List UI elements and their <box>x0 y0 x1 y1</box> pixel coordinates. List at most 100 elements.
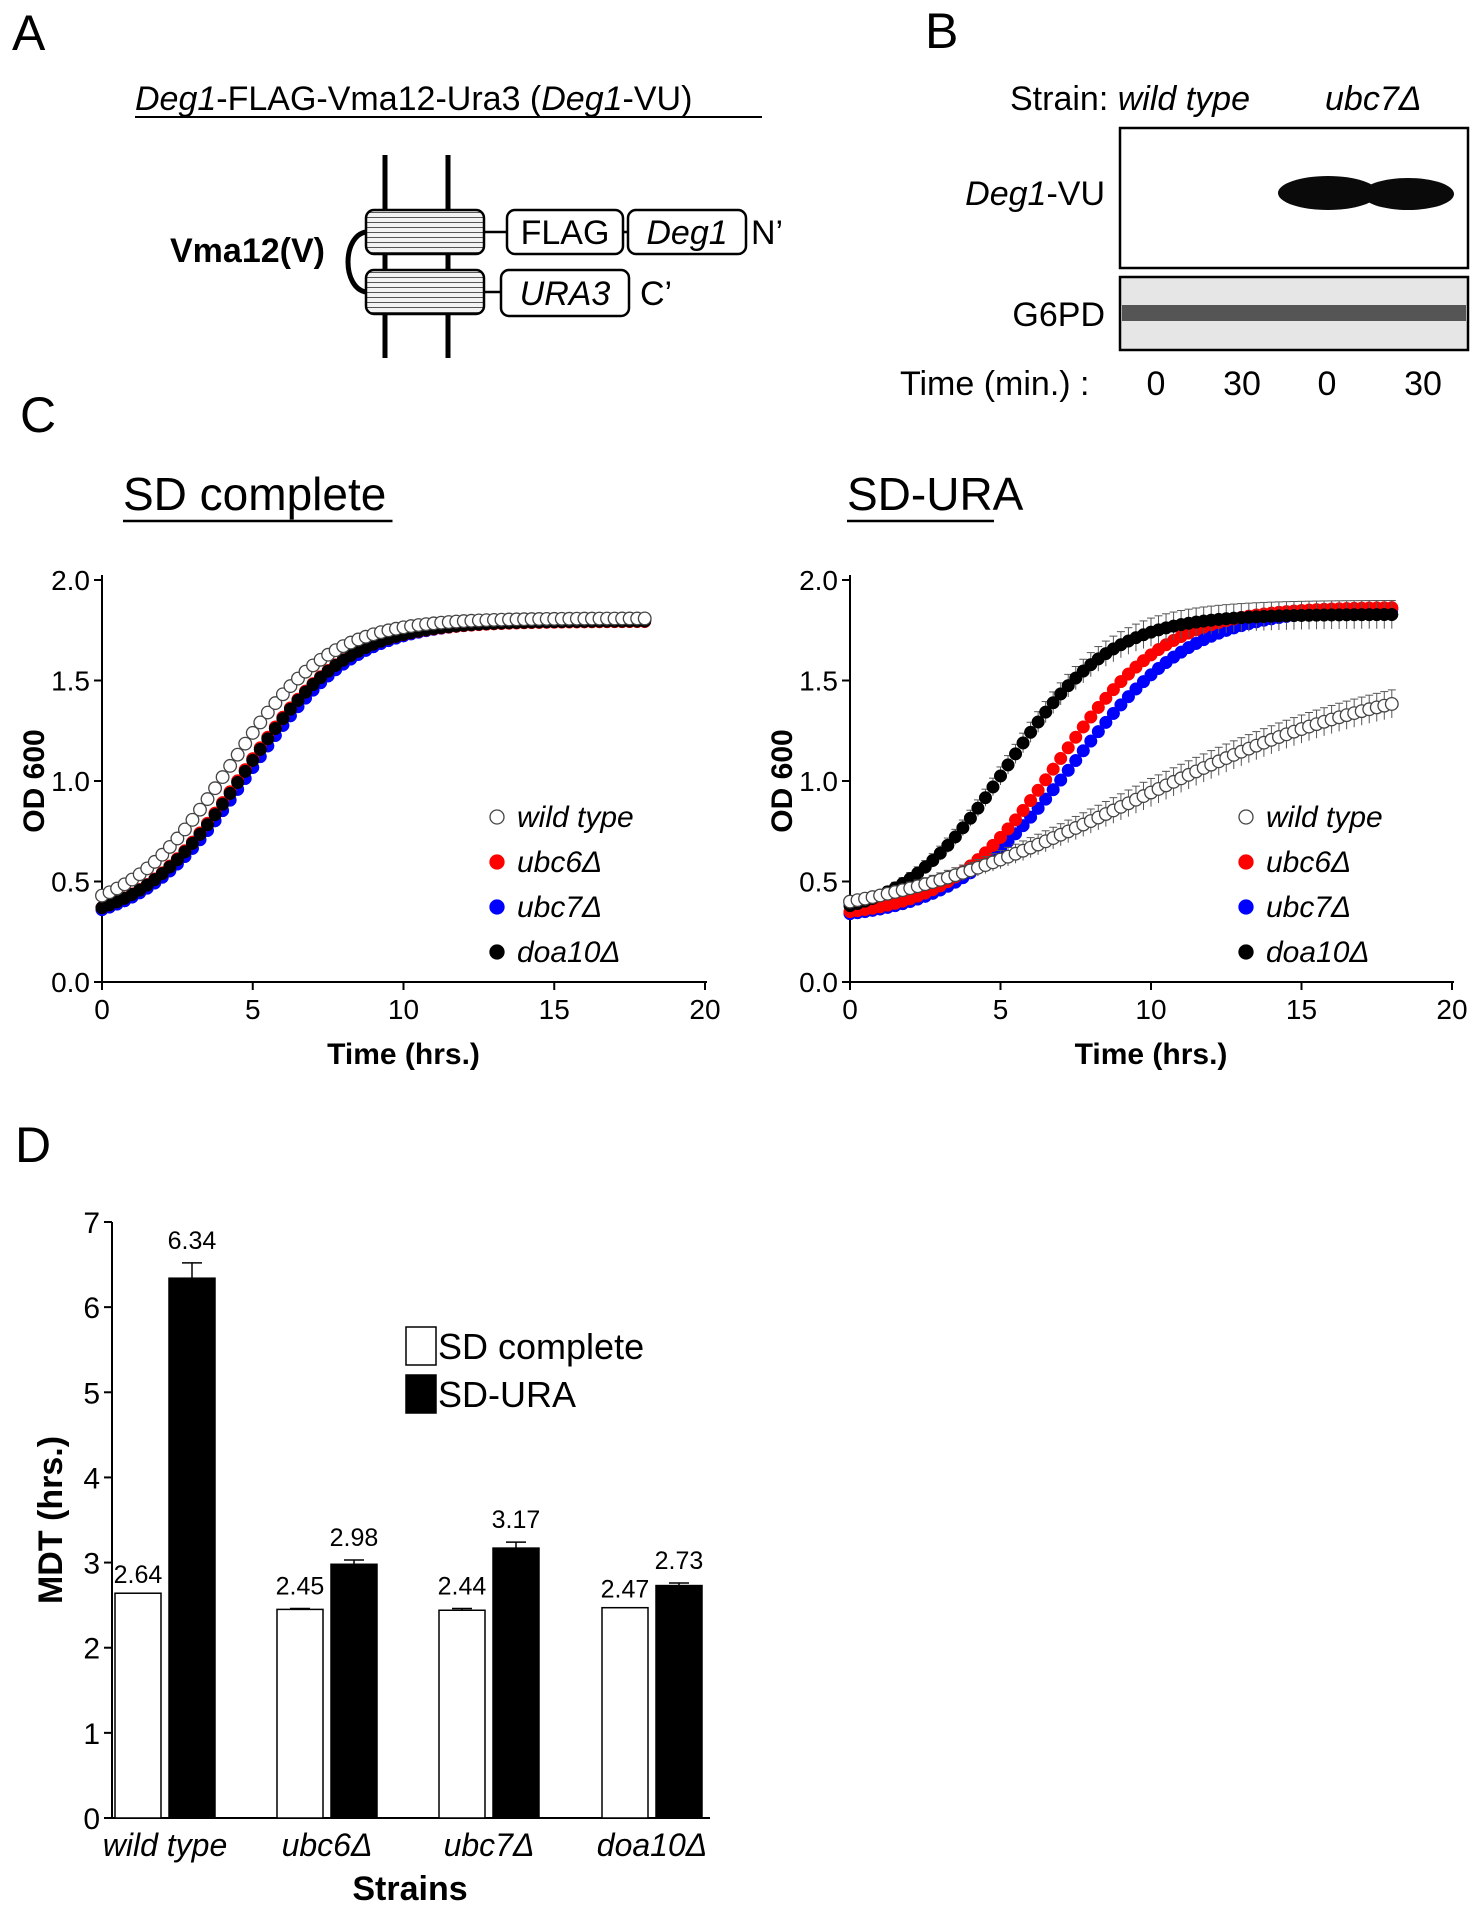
y-axis-label: OD 600 <box>18 729 51 832</box>
x-tick-label: 20 <box>1436 994 1467 1025</box>
bar-sd-complete <box>438 1609 486 1819</box>
data-point <box>238 736 253 751</box>
y-tick-label: 5 <box>83 1377 100 1410</box>
legend-marker <box>1238 809 1254 825</box>
bar-sd-ura <box>330 1563 378 1819</box>
x-tick-label: 5 <box>993 994 1009 1025</box>
strain-header: Strain: wild type <box>1010 80 1250 118</box>
data-point <box>1385 608 1399 622</box>
y-tick-label: 1.5 <box>51 666 90 697</box>
bar-sd-ura <box>168 1277 216 1819</box>
data-point <box>1106 706 1120 721</box>
series-wildtype <box>843 689 1399 909</box>
data-point <box>261 732 275 746</box>
time-label: Time (min.) : <box>900 365 1090 403</box>
x-tick-label: 15 <box>539 994 570 1025</box>
bar-value-label: 2.44 <box>438 1573 487 1601</box>
time-value: 0 <box>1147 365 1166 403</box>
bar-value-label: 2.98 <box>330 1524 379 1552</box>
data-point <box>238 764 252 778</box>
data-point <box>1039 792 1053 806</box>
data-point <box>956 821 970 835</box>
data-point <box>185 812 200 827</box>
data-point <box>1054 687 1068 701</box>
data-point <box>1016 736 1030 750</box>
data-point <box>291 693 305 707</box>
bar-value-label: 6.34 <box>168 1227 217 1255</box>
bar-value-label: 3.17 <box>492 1506 541 1534</box>
legend-label: doa10Δ <box>1266 936 1370 969</box>
ura3-box-label: URA3 <box>520 275 611 313</box>
legend-label: wild type <box>1266 801 1383 834</box>
vma12-label: Vma12(V) <box>170 232 325 270</box>
data-point <box>1046 762 1060 776</box>
blot-band-ubc7-30 <box>1362 178 1454 210</box>
panel-b: B Strain: wild type ubc7Δ Deg1-VU G6PD T… <box>900 3 1470 403</box>
category-label: ubc6Δ <box>282 1827 373 1863</box>
legend-label: doa10Δ <box>517 936 621 969</box>
data-point <box>941 838 955 852</box>
bar-sd-complete <box>114 1592 162 1819</box>
y-tick-label: 4 <box>83 1462 100 1495</box>
data-point <box>276 712 290 726</box>
bar-value-label: 2.73 <box>655 1547 704 1575</box>
data-point <box>1046 783 1060 797</box>
blot-g6pd-band <box>1122 305 1466 321</box>
panel-a-label: A <box>12 5 46 61</box>
bar-sd-complete <box>276 1608 324 1819</box>
x-tick-label: 10 <box>1135 994 1166 1025</box>
panel-d-label: D <box>15 1117 51 1173</box>
data-point <box>1001 758 1015 772</box>
panel-b-label: B <box>925 3 958 59</box>
time-value: 30 <box>1404 365 1442 403</box>
y-tick-label: 0.0 <box>799 967 838 998</box>
tm-segment-2 <box>364 268 486 316</box>
y-tick-label: 1.0 <box>51 766 90 797</box>
legend-marker <box>1238 899 1254 915</box>
data-point <box>185 836 199 850</box>
data-point <box>246 753 260 767</box>
data-point <box>1099 691 1113 705</box>
x-tick-label: 15 <box>1286 994 1317 1025</box>
data-point <box>993 769 1008 783</box>
y-tick-label: 3 <box>83 1548 100 1581</box>
data-point <box>1076 720 1090 734</box>
data-point <box>283 702 297 716</box>
legend-swatch <box>405 1326 437 1366</box>
data-point <box>1054 773 1068 787</box>
data-point <box>268 721 282 736</box>
data-point <box>637 611 652 626</box>
y-tick-label: 0.5 <box>51 867 90 898</box>
tm-segment-1 <box>364 208 486 256</box>
data-point <box>1099 715 1113 729</box>
data-point <box>223 758 238 773</box>
data-point <box>971 801 985 815</box>
category-label: doa10Δ <box>597 1827 707 1863</box>
bar-sd-complete <box>601 1606 649 1819</box>
data-point <box>978 791 993 805</box>
legend-marker <box>489 944 505 960</box>
data-point <box>1084 734 1098 748</box>
legend-label: SD-URA <box>438 1374 576 1415</box>
data-point <box>1061 741 1075 755</box>
data-point <box>193 827 207 841</box>
legend-marker <box>489 854 505 870</box>
data-point <box>253 742 267 757</box>
data-point <box>986 780 1000 794</box>
bar-value-label: 2.47 <box>601 1576 650 1604</box>
deg1-box-label: Deg1 <box>646 214 727 252</box>
data-point <box>200 818 215 832</box>
blot-g6pd-label: G6PD <box>1012 296 1105 334</box>
panel-a: A Deg1-FLAG-Vma12-Ura3 (Deg1-VU) Vma12(V… <box>12 5 783 358</box>
data-point <box>963 811 977 825</box>
legend-label: ubc6Δ <box>1266 846 1351 879</box>
data-point <box>216 797 230 811</box>
y-tick-label: 7 <box>83 1207 100 1240</box>
data-point <box>193 802 207 817</box>
data-point <box>1054 751 1068 765</box>
tm-loop <box>345 229 367 295</box>
chart-title: SD complete <box>123 468 386 520</box>
series-doa10 <box>843 599 1399 913</box>
y-tick-label: 0.5 <box>799 867 838 898</box>
